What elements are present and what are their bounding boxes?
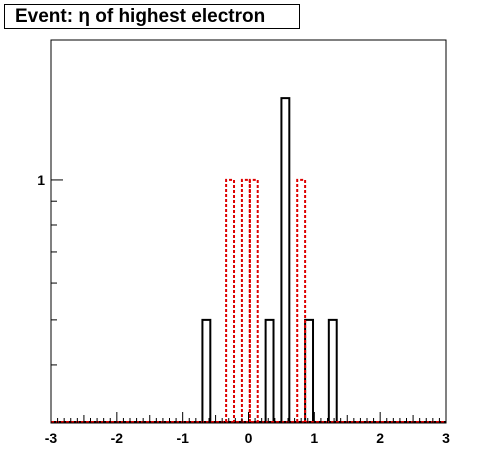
series-0-bin-4 [327, 318, 338, 422]
y-tick-label: 1 [37, 172, 45, 188]
series-1-bin-2 [248, 178, 259, 422]
chart-title: Event: η of highest electron [4, 4, 300, 29]
x-tick-label: -2 [111, 430, 124, 446]
series-0-bin-0 [201, 318, 212, 422]
series-0 [51, 97, 446, 423]
x-tick-label: -3 [45, 430, 58, 446]
x-tick-label: 3 [442, 430, 450, 446]
series-0-bin-2 [280, 97, 291, 422]
series-0-bin-1 [264, 318, 275, 422]
axis-layer: -3 -2 -1 0 1 2 3 1 [37, 39, 450, 446]
x-tick-label: 1 [310, 430, 318, 446]
series-1-bin-3 [296, 178, 307, 422]
series-1-bin-0 [225, 178, 236, 422]
plot-frame [50, 39, 447, 424]
series-0-bin-3 [304, 318, 315, 422]
x-tick-label: 0 [245, 430, 253, 446]
series-layer [51, 97, 446, 423]
x-tick-label: 2 [376, 430, 384, 446]
series-1 [51, 178, 446, 423]
series-1-bin-1 [240, 178, 251, 422]
x-tick-label: -1 [176, 430, 189, 446]
